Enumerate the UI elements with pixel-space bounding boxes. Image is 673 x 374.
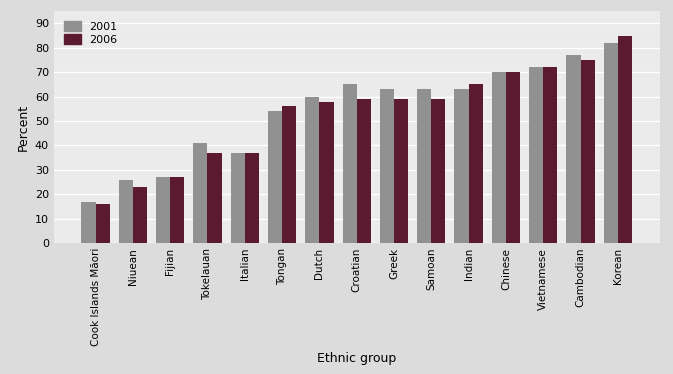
Bar: [118, 180, 133, 243]
Bar: [231, 153, 245, 243]
Bar: [543, 67, 557, 243]
Bar: [306, 96, 320, 243]
Bar: [156, 177, 170, 243]
Bar: [193, 143, 207, 243]
Bar: [96, 204, 110, 243]
Bar: [343, 85, 357, 243]
Legend: 2001, 2006: 2001, 2006: [59, 17, 122, 49]
Bar: [604, 43, 618, 243]
X-axis label: Ethnic group: Ethnic group: [317, 352, 396, 365]
Bar: [170, 177, 184, 243]
Bar: [245, 153, 259, 243]
Bar: [268, 111, 282, 243]
Bar: [282, 107, 296, 243]
Bar: [320, 101, 334, 243]
Bar: [454, 89, 468, 243]
Y-axis label: Percent: Percent: [16, 104, 30, 151]
Bar: [468, 85, 483, 243]
Bar: [394, 99, 408, 243]
Bar: [567, 55, 581, 243]
Bar: [581, 60, 595, 243]
Bar: [618, 36, 632, 243]
Bar: [492, 72, 506, 243]
Bar: [380, 89, 394, 243]
Bar: [81, 202, 96, 243]
Bar: [417, 89, 431, 243]
Bar: [133, 187, 147, 243]
Bar: [529, 67, 543, 243]
Bar: [431, 99, 446, 243]
Bar: [357, 99, 371, 243]
Bar: [506, 72, 520, 243]
Bar: [207, 153, 221, 243]
